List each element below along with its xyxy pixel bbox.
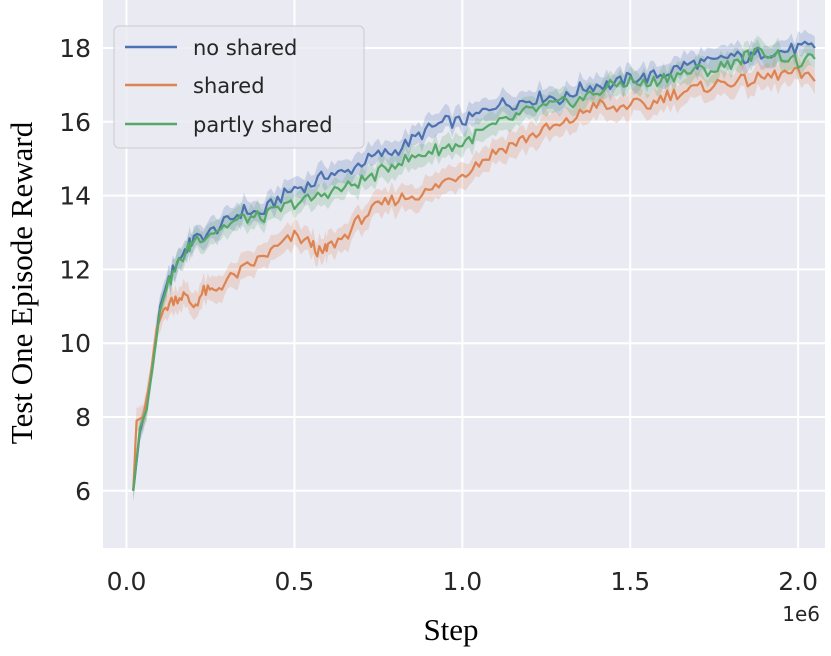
x-tick-label: 1.5	[610, 567, 650, 596]
y-tick-label: 8	[75, 403, 91, 432]
x-tick-label: 2.0	[778, 567, 818, 596]
x-tick-label: 0.5	[275, 567, 315, 596]
partly-shared-band	[133, 35, 815, 501]
legend-box	[113, 25, 365, 149]
grid-lines	[103, 0, 825, 548]
y-tick-labels: 6 8 10 12 14 16 18	[59, 34, 91, 506]
x-tick-label: 1.0	[442, 567, 482, 596]
x-tick-labels: 0.0 0.5 1.0 1.5 2.0	[107, 567, 818, 596]
legend: no shared shared partly shared	[113, 25, 365, 149]
series-lines	[132, 40, 816, 491]
y-axis-label: Test One Episode Reward	[4, 121, 39, 444]
confidence-bands	[133, 29, 815, 502]
legend-label-partly-shared: partly shared	[193, 113, 333, 137]
legend-label-shared: shared	[193, 74, 265, 98]
y-tick-label: 18	[59, 34, 91, 63]
x-tick-label: 0.0	[107, 567, 147, 596]
legend-label-no-shared: no shared	[193, 36, 297, 60]
no-shared-band	[133, 29, 815, 502]
partly-shared-line	[132, 46, 816, 491]
x-axis-offset-label: 1e6	[782, 602, 820, 626]
y-tick-label: 16	[59, 108, 91, 137]
y-tick-label: 10	[59, 329, 91, 358]
y-tick-label: 6	[75, 477, 91, 506]
shared-line	[132, 66, 816, 491]
x-axis-label: Step	[423, 612, 478, 647]
y-tick-label: 14	[59, 182, 91, 211]
y-tick-label: 12	[59, 255, 91, 284]
